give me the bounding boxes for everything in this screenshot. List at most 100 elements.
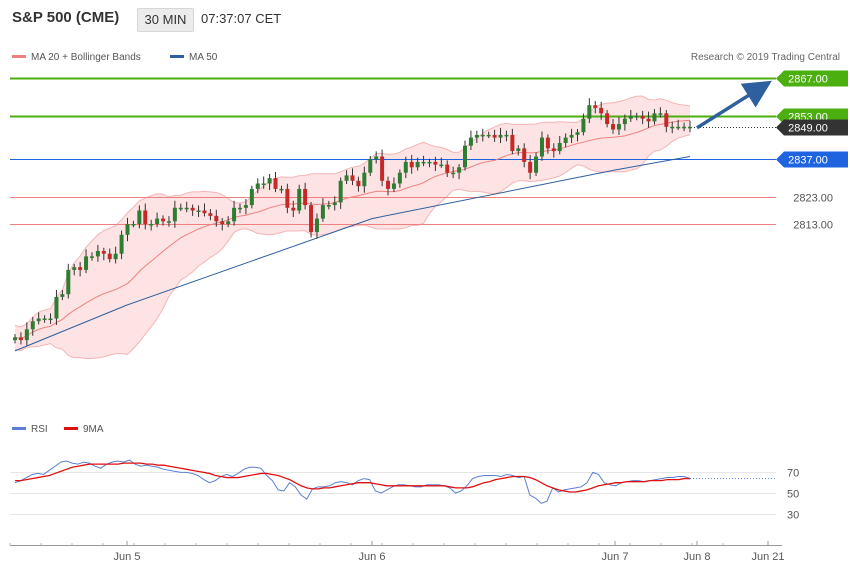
candle-body <box>178 207 183 210</box>
candle-body <box>664 113 669 127</box>
candle-body <box>149 224 154 226</box>
candle-body <box>119 234 124 254</box>
chart-header: S&P 500 (CME) 30 MIN 07:37:07 CET <box>0 0 850 38</box>
level-text: 2867.00 <box>788 74 828 86</box>
candle-body <box>528 161 533 173</box>
x-tick-label: Jun 8 <box>684 551 711 563</box>
candle-body <box>161 218 166 222</box>
candle-body <box>611 124 616 130</box>
legend-ma50: MA 50 <box>170 52 217 64</box>
candle-body <box>563 137 568 143</box>
candle-body <box>551 148 556 152</box>
bollinger-lower <box>14 134 691 360</box>
candle-body <box>332 202 337 206</box>
candle-body <box>42 318 47 320</box>
ma50-label: MA 50 <box>189 52 218 63</box>
timeframe-badge[interactable]: 30 MIN <box>137 8 194 32</box>
candle-body <box>445 164 450 173</box>
candle-body <box>474 134 479 138</box>
copyright-text: Research © 2019 Trading Central <box>690 52 840 63</box>
bollinger-bands <box>14 95 691 360</box>
candlesticks <box>13 98 692 346</box>
candle-body <box>427 161 432 164</box>
candle-body <box>350 175 355 181</box>
candle-body <box>415 161 420 168</box>
candle-body <box>291 207 296 211</box>
candle-body <box>557 143 562 152</box>
rsi-tick-label: 70 <box>787 468 799 480</box>
candle-body <box>314 218 319 233</box>
candle-body <box>297 188 302 211</box>
candle-body <box>421 161 426 164</box>
moving-averages <box>14 119 691 352</box>
rsi-series-rsi <box>14 459 691 504</box>
candle-body <box>125 224 130 235</box>
candle-body <box>492 134 497 138</box>
candle-body <box>249 188 254 206</box>
candle-body <box>226 221 231 224</box>
candle-body <box>137 210 142 224</box>
candle-body <box>534 156 539 173</box>
level-label-2849.00: 2849.00 <box>776 119 848 136</box>
candle-body <box>155 218 160 224</box>
candle-body <box>208 213 213 216</box>
candle-body <box>688 126 692 129</box>
bollinger-fill <box>15 96 690 359</box>
candle-body <box>510 134 515 152</box>
candle-body <box>172 207 177 222</box>
ma9-label: 9MA <box>83 424 104 435</box>
candle-body <box>84 256 89 270</box>
candle-body <box>326 205 331 207</box>
candle-body <box>640 116 645 119</box>
candle-body <box>433 161 438 165</box>
candle-body <box>196 210 201 212</box>
candle-body <box>344 175 349 181</box>
candle-body <box>451 172 456 175</box>
candle-body <box>362 172 367 187</box>
candle-body <box>232 207 237 222</box>
candle-body <box>309 205 314 233</box>
candle-body <box>539 137 544 157</box>
rsi-series-9ma <box>15 462 690 493</box>
candle-body <box>267 178 272 184</box>
candle-body <box>107 253 112 260</box>
candle-body <box>13 337 17 341</box>
candle-body <box>480 134 485 137</box>
candle-body <box>522 148 527 162</box>
level-tag <box>776 70 848 87</box>
candle-body <box>89 256 94 258</box>
instrument-title: S&P 500 (CME) <box>12 9 120 26</box>
level-text: 2837.00 <box>788 155 828 167</box>
candle-body <box>386 180 391 189</box>
candle-body <box>486 134 491 137</box>
candle-body <box>658 113 663 115</box>
candle-body <box>261 183 266 185</box>
candle-body <box>220 221 225 224</box>
candle-body <box>143 210 148 224</box>
rsi-tick-label: 30 <box>787 510 799 522</box>
candle-body <box>457 167 462 173</box>
candle-body <box>652 113 657 122</box>
candle-body <box>54 296 59 319</box>
x-axis: Jun 5 Jun 6 Jun 7 Jun 8 Jun 21 <box>9 541 785 563</box>
candle-body <box>202 210 207 214</box>
legend-rsi: RSI <box>12 424 48 436</box>
candle-body <box>504 134 509 137</box>
candle-body <box>628 116 633 119</box>
candle-body <box>575 132 580 135</box>
timestamp: 07:37:07 CET <box>201 11 282 26</box>
level-label-2867.00: 2867.00 <box>776 70 848 87</box>
projection-arrow <box>696 80 772 130</box>
legend-ma20: MA 20 + Bollinger Bands <box>12 52 141 64</box>
rsi-tick-label: 50 <box>787 489 799 501</box>
candle-body <box>72 267 77 270</box>
level-label-2813.00: 2813.00 <box>793 220 833 232</box>
rsi-swatch <box>12 426 26 430</box>
candle-body <box>593 105 598 108</box>
candle-body <box>468 137 473 146</box>
ma20-swatch <box>12 54 26 58</box>
candle-body <box>516 148 521 152</box>
candle-body <box>356 180 361 187</box>
candle-body <box>238 207 242 210</box>
